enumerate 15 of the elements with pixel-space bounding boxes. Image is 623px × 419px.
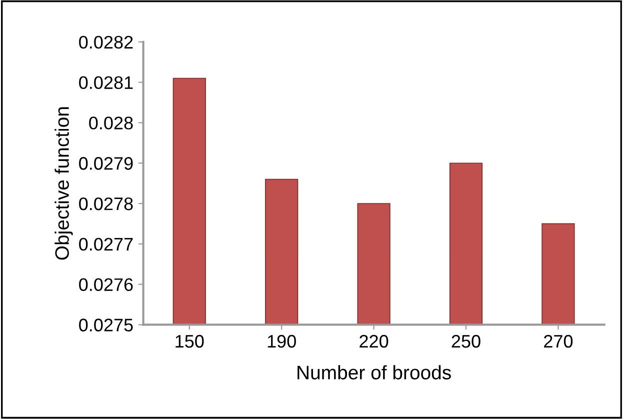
x-tick-label: 150 — [176, 334, 204, 348]
x-axis-title: Number of broods — [298, 365, 451, 380]
x-tick-label: 270 — [544, 334, 573, 348]
y-tick-label: 0.0277 — [79, 238, 133, 251]
y-tick-label: 0.0276 — [79, 278, 133, 292]
y-tick-label: 0.0275 — [79, 318, 133, 332]
y-tick-label: 0.0279 — [79, 157, 133, 170]
x-tick-label: 250 — [452, 334, 480, 348]
x-tick-label: 190 — [268, 334, 296, 348]
y-tick-label: 0.0282 — [79, 36, 133, 49]
y-tick-label: 0.0281 — [79, 76, 133, 90]
x-tick-label: 220 — [360, 334, 388, 348]
y-tick-label: 0.028 — [89, 116, 133, 130]
y-tick-label: 0.0278 — [79, 197, 133, 210]
y-axis-title: Objective function — [54, 107, 73, 260]
